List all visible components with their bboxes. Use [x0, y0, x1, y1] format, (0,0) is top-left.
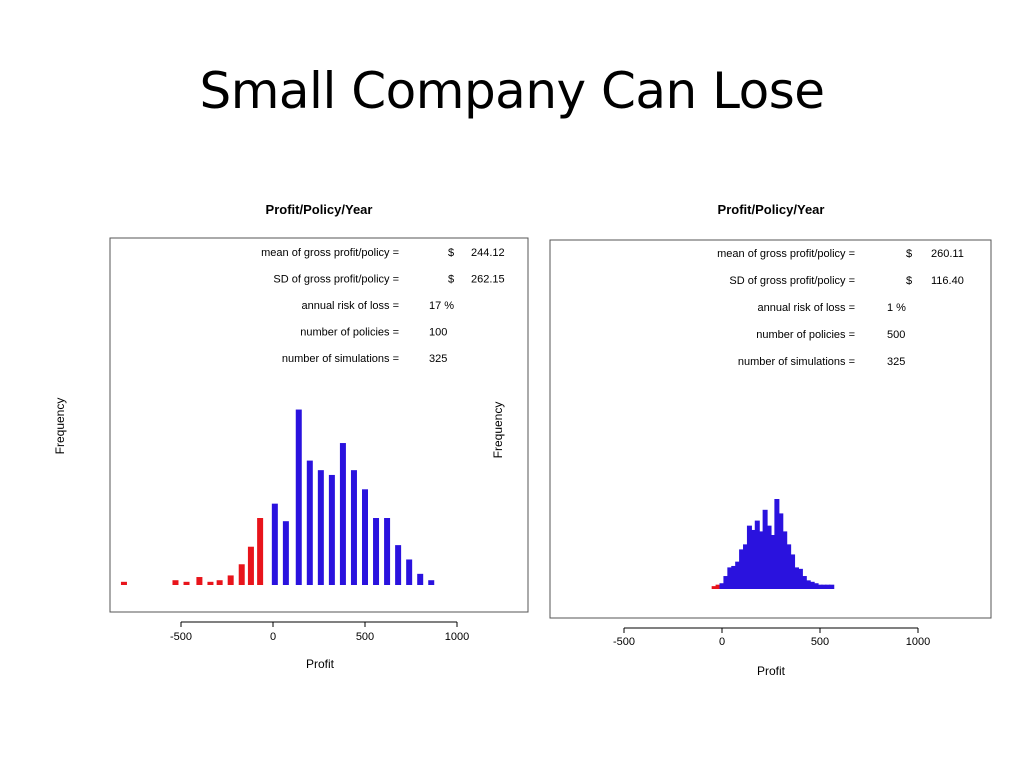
histogram-bar-loss	[120, 581, 127, 585]
stat-label: SD of gross profit/policy =	[273, 274, 399, 286]
x-tick-label: 0	[719, 636, 725, 648]
slide-title: Small Company Can Lose	[199, 62, 825, 120]
stat-label: number of simulations =	[738, 356, 855, 368]
histogram-bar-profit	[384, 518, 391, 585]
histogram-bar-loss	[172, 580, 179, 585]
histogram-bar-profit	[350, 470, 357, 585]
histogram-bar-profit	[782, 531, 788, 589]
x-axis-label: Profit	[306, 657, 335, 671]
stat-label: mean of gross profit/policy =	[717, 248, 855, 260]
x-tick-label: -500	[170, 631, 192, 643]
histogram-bar-profit	[762, 509, 768, 589]
stat-currency: $	[448, 247, 454, 259]
histogram-bar-profit	[825, 584, 831, 589]
x-tick-label: 1000	[906, 636, 930, 648]
y-axis-label: Frequency	[53, 398, 67, 455]
histogram-bar-profit	[306, 460, 313, 585]
stat-value: 325	[429, 353, 447, 365]
stat-value: 262.15	[471, 274, 505, 286]
histogram-bar-profit	[739, 549, 745, 589]
stat-value: 260.11	[931, 248, 964, 260]
stat-value: 116.40	[931, 275, 964, 287]
histogram-bar-profit	[801, 576, 807, 589]
histogram-bar-profit	[758, 531, 764, 589]
x-tick-label: -500	[613, 636, 635, 648]
histogram-bar-profit	[731, 565, 737, 589]
stat-value: 17 %	[429, 300, 454, 312]
x-tick-label: 500	[356, 631, 374, 643]
plot-frame	[109, 237, 529, 613]
chart-title: Profit/Policy/Year	[266, 202, 373, 217]
histogram-bar-profit	[766, 525, 772, 589]
y-axis-label: Frequency	[491, 402, 505, 459]
chart-title: Profit/Policy/Year	[718, 202, 825, 217]
histogram-bar-loss	[183, 581, 190, 585]
histogram-bar-profit	[786, 544, 792, 589]
histogram-bar-loss	[238, 564, 245, 585]
histogram-bar-profit	[829, 584, 835, 589]
histogram-bar-profit	[817, 584, 823, 589]
stat-currency: $	[906, 248, 912, 260]
histogram-bar-loss	[257, 518, 264, 585]
histogram-bar-profit	[778, 513, 784, 589]
histogram-bar-loss	[216, 580, 223, 585]
histogram-bar-profit	[750, 529, 756, 589]
x-tick-label: 0	[270, 631, 276, 643]
histogram-bar-loss	[207, 581, 214, 585]
stat-value: 100	[429, 327, 447, 339]
histogram-bar-loss	[247, 546, 254, 585]
histogram-bar-profit	[743, 544, 749, 589]
stat-label: annual risk of loss =	[757, 302, 855, 314]
histogram-bar-profit	[754, 520, 760, 589]
histogram-bar-loss	[715, 584, 721, 589]
histogram-bar-profit	[727, 567, 733, 589]
histogram-bar-profit	[417, 573, 424, 585]
x-tick-label: 500	[811, 636, 829, 648]
stat-value: 244.12	[471, 247, 505, 259]
plot-frame	[549, 239, 992, 619]
histogram-bar-profit	[395, 545, 402, 585]
histogram-bar-profit	[282, 521, 289, 585]
histogram-bar-profit	[746, 525, 752, 589]
stat-label: number of policies =	[300, 327, 399, 339]
stat-label: number of policies =	[756, 329, 855, 341]
histogram-bar-profit	[805, 580, 811, 589]
stat-label: annual risk of loss =	[301, 300, 399, 312]
histogram-bar-profit	[797, 568, 803, 589]
histogram-bar-profit	[271, 503, 278, 585]
stat-label: number of simulations =	[282, 353, 399, 365]
histogram-bar-profit	[774, 499, 780, 589]
stat-value: 325	[887, 356, 905, 368]
histogram-bar-profit	[821, 584, 827, 589]
histogram-bar-profit	[328, 474, 335, 585]
histogram-bar-profit	[295, 409, 302, 585]
histogram-bar-profit	[339, 443, 346, 585]
histogram-bar-loss	[227, 575, 234, 585]
histogram-bar-profit	[719, 583, 725, 589]
histogram-bar-profit	[813, 583, 819, 589]
histogram-bar-profit	[723, 576, 729, 589]
histogram-bar-loss	[196, 577, 203, 585]
histogram-bar-profit	[317, 470, 324, 585]
stat-value: 500	[887, 329, 905, 341]
stat-label: SD of gross profit/policy =	[729, 275, 855, 287]
histogram-bar-profit	[790, 554, 796, 589]
stat-label: mean of gross profit/policy =	[261, 247, 399, 259]
histogram-bar-profit	[373, 518, 380, 585]
x-axis-label: Profit	[757, 664, 786, 678]
stat-value: 1 %	[887, 302, 906, 314]
histogram-bar-profit	[735, 561, 741, 589]
histogram-bar-profit	[362, 489, 368, 585]
histogram-bar-profit	[793, 567, 799, 589]
histogram-bar-profit	[428, 580, 435, 585]
histogram-bar-loss	[711, 586, 717, 589]
stat-currency: $	[448, 274, 454, 286]
stat-currency: $	[906, 275, 912, 287]
histogram-bar-profit	[770, 535, 776, 589]
histogram-bar-profit	[809, 581, 815, 589]
x-tick-label: 1000	[445, 631, 469, 643]
histogram-bar-profit	[406, 559, 413, 585]
